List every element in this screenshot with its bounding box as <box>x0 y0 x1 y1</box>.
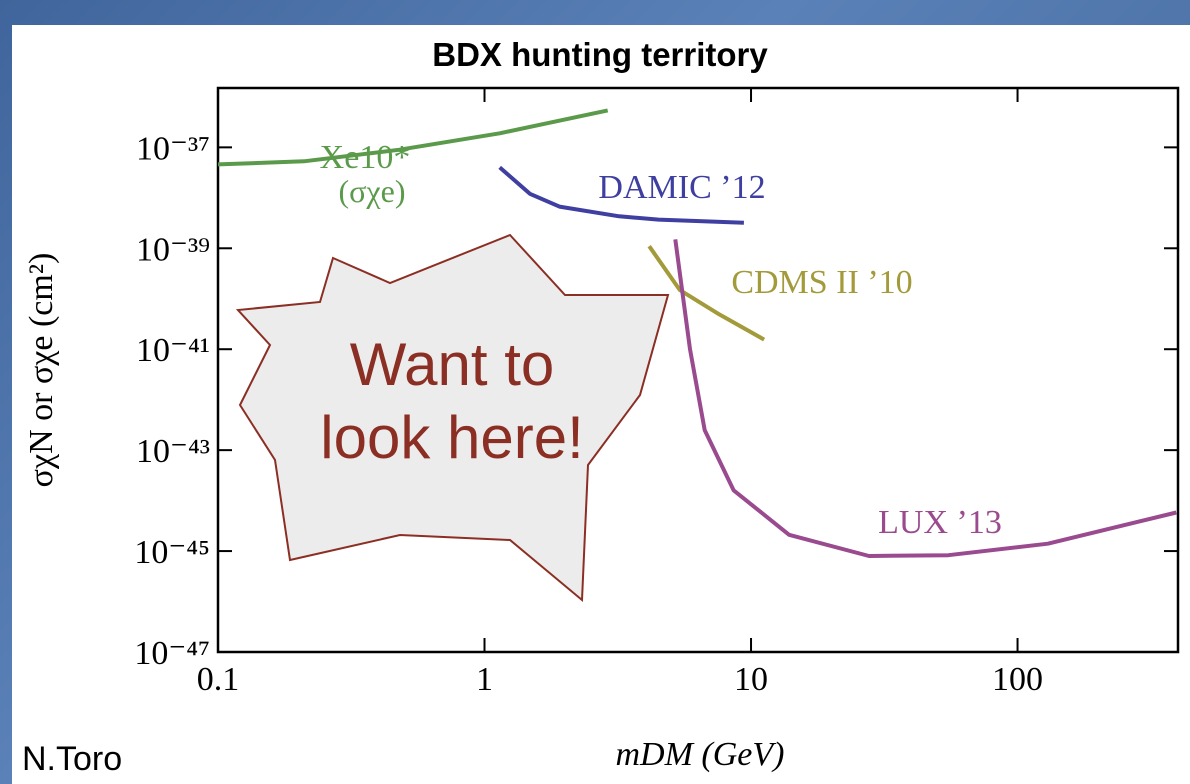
series-line <box>647 245 766 342</box>
series-line <box>217 108 609 167</box>
y-tick-label: 10⁻⁴¹ <box>136 332 210 369</box>
y-tick-label: 10⁻⁴⁵ <box>134 534 210 571</box>
callout-star <box>235 233 670 603</box>
x-tick-label: 100 <box>992 661 1043 698</box>
x-tick-label: 10 <box>734 661 768 698</box>
x-tick-label: 0.1 <box>197 661 240 698</box>
chart-title: BDX hunting territory <box>432 36 768 73</box>
x-axis-label: mDM (GeV) <box>616 736 785 773</box>
annotation: (σχe) <box>339 173 406 209</box>
series-label: DAMIC ’12 <box>598 169 765 206</box>
series-label: CDMS II ’10 <box>731 264 912 301</box>
credit: N.Toro <box>22 740 122 778</box>
annotation: look here! <box>320 404 584 471</box>
y-tick-label: 10⁻³⁹ <box>136 231 210 268</box>
y-axis-label: σχN or σχe (cm²) <box>23 253 60 488</box>
y-tick-label: 10⁻⁴⁷ <box>134 635 210 672</box>
series-line <box>673 239 1177 558</box>
annotation: Want to <box>350 331 555 398</box>
series-label: LUX ’13 <box>878 504 1002 541</box>
plot-frame <box>216 86 1180 654</box>
x-tick-label: 1 <box>476 661 493 698</box>
series-line <box>498 165 744 225</box>
y-tick-label: 10⁻⁴³ <box>136 433 210 470</box>
y-tick-label: 10⁻³⁷ <box>136 130 210 167</box>
series-label: Xe10* <box>320 139 411 176</box>
